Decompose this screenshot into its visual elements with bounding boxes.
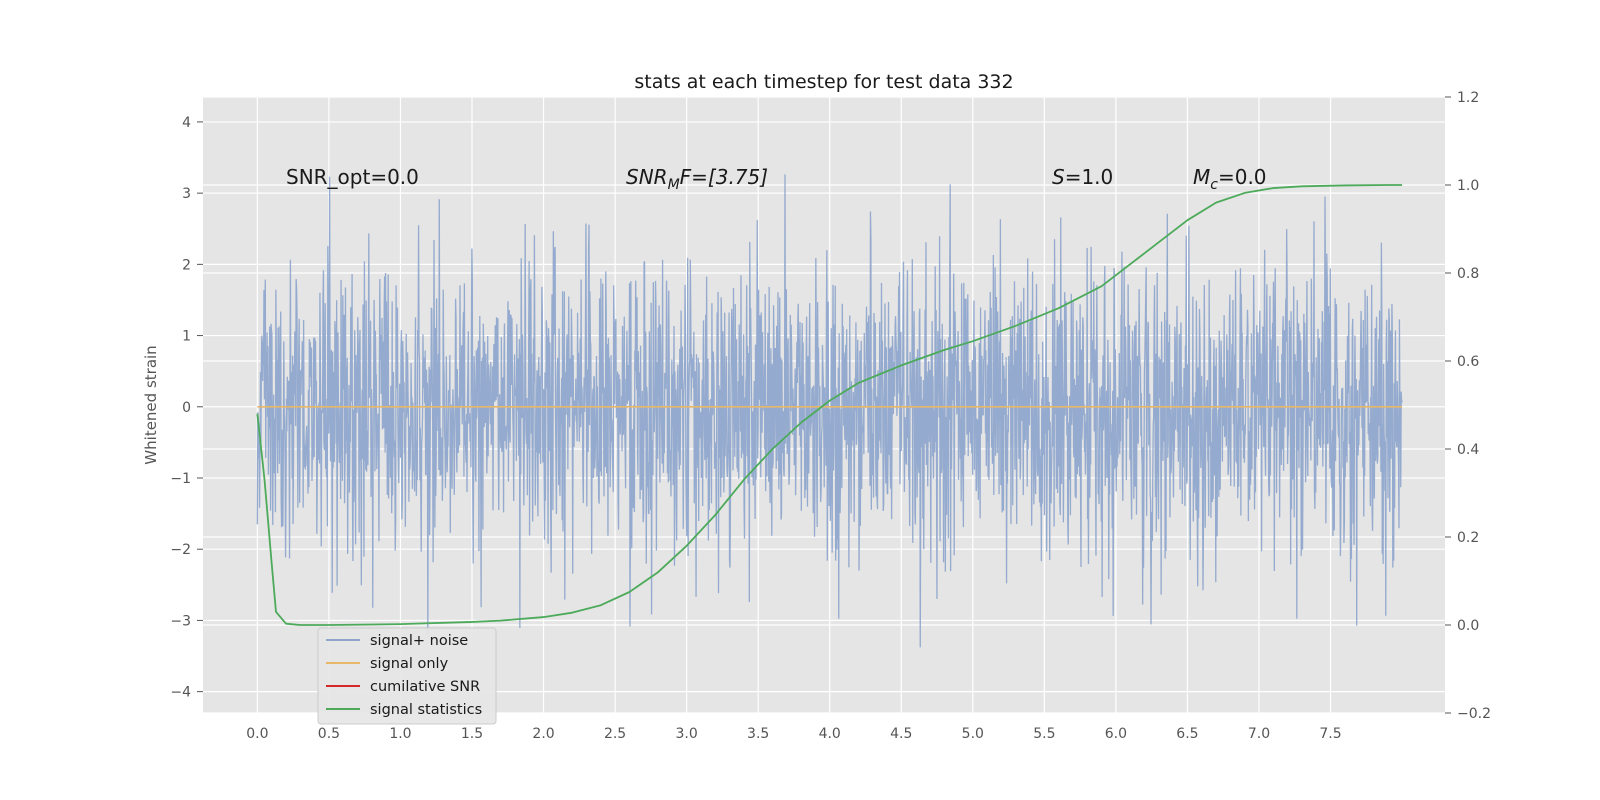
legend-label-signal-statistics: signal statistics	[370, 702, 482, 718]
y2-tick-label: 0.6	[1457, 354, 1479, 370]
y2-tick-label: 1.0	[1457, 178, 1479, 194]
annotation-snr-opt: SNR_opt=0.0	[286, 165, 419, 189]
annotation-s: S=1.0	[1052, 165, 1113, 189]
series-signal-noise	[256, 174, 1403, 648]
y2-tick-label: 0.4	[1457, 442, 1479, 458]
y-tick-label: 2	[182, 257, 191, 273]
y-tick-label: 0	[182, 400, 191, 416]
x-tick-label: 3.0	[676, 726, 698, 742]
y2-tick-label: 1.2	[1457, 90, 1479, 106]
x-tick-label: 3.5	[747, 726, 769, 742]
x-tick-label: 7.0	[1248, 726, 1270, 742]
x-tick-label: 6.5	[1176, 726, 1198, 742]
x-tick-label: 2.0	[532, 726, 554, 742]
x-tick-label: 1.0	[389, 726, 411, 742]
x-tick-label: 5.5	[1033, 726, 1055, 742]
chart-title: stats at each timestep for test data 332	[634, 71, 1013, 93]
series-signal-statistics	[256, 184, 1403, 626]
signal-statistics-line	[256, 184, 1403, 626]
y2-tick-label: 0.2	[1457, 530, 1479, 546]
x-tick-label: 0.0	[246, 726, 268, 742]
y-axis-ticks: −4 −3 −2 −1 0 1 2 3 4	[170, 115, 203, 701]
y-tick-label: −2	[170, 542, 191, 558]
annotation-snr-mf: SNRMF=[3.75]	[626, 165, 768, 193]
x-tick-label: 7.5	[1319, 726, 1341, 742]
legend-box	[317, 627, 497, 725]
y-tick-label: 1	[182, 329, 191, 345]
x-tick-label: 6.0	[1105, 726, 1127, 742]
x-tick-label: 0.5	[318, 726, 340, 742]
legend-label-cumilative-snr: cumilative SNR	[370, 679, 480, 695]
y-tick-label: −1	[170, 471, 191, 487]
y-tick-label: 3	[182, 186, 191, 202]
y-axis-label: Whitened strain	[142, 345, 160, 464]
x-tick-label: 1.5	[461, 726, 483, 742]
legend-label-signal-only: signal only	[370, 656, 449, 672]
y2-axis-ticks: −0.2 0.0 0.2 0.4 0.6 0.8 1.0 1.2	[1445, 90, 1491, 722]
annotation-mc: Mc=0.0	[1193, 165, 1267, 193]
x-tick-label: 5.0	[962, 726, 984, 742]
y-tick-label: −3	[170, 613, 191, 629]
legend: signal+ noise signal only cumilative SNR…	[317, 627, 497, 725]
x-tick-label: 2.5	[604, 726, 626, 742]
y2-tick-label: −0.2	[1457, 706, 1491, 722]
y2-tick-label: 0.8	[1457, 266, 1479, 282]
y-tick-label: −4	[170, 685, 191, 701]
legend-label-signal-noise: signal+ noise	[370, 633, 468, 649]
y2-tick-label: 0.0	[1457, 618, 1479, 634]
y-tick-label: 4	[182, 115, 191, 131]
x-tick-label: 4.5	[890, 726, 912, 742]
x-tick-label: 4.0	[819, 726, 841, 742]
noise-line	[256, 174, 1403, 648]
x-axis-ticks: 0.0 0.5 1.0 1.5 2.0 2.5 3.0 3.5 4.0 4.5 5.0 5.5 6.0 6…	[246, 726, 1341, 742]
